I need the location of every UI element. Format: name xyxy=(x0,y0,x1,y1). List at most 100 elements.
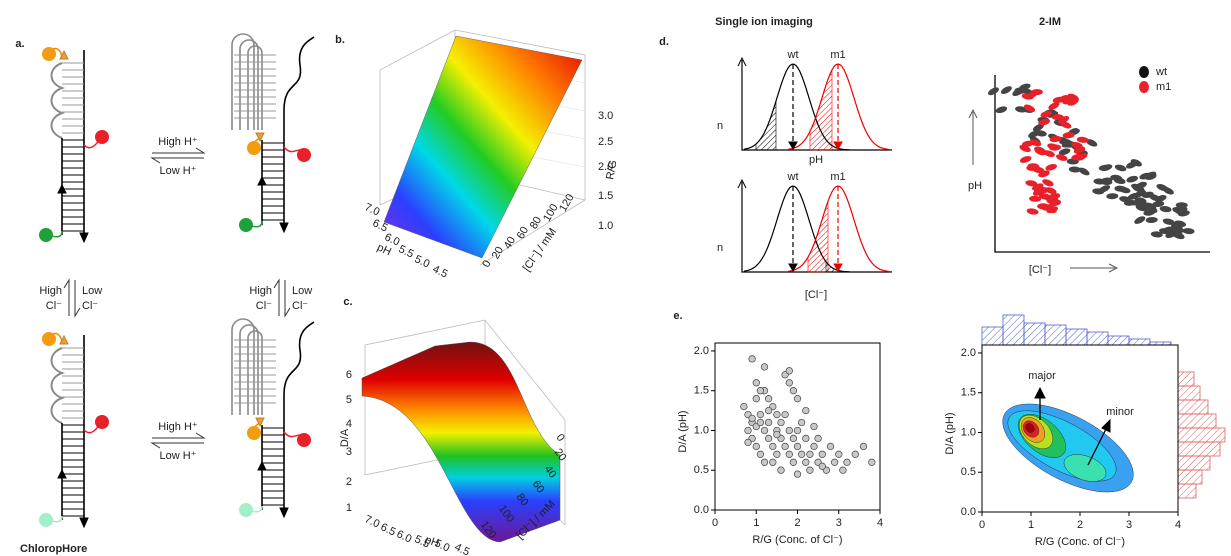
data-point xyxy=(760,426,769,435)
data-point xyxy=(764,406,773,415)
panel-label: a. xyxy=(15,38,24,50)
switch-label: Cl⁻ xyxy=(46,300,62,312)
contour-level xyxy=(1063,454,1107,482)
data-point xyxy=(785,450,793,458)
axis-title: pH xyxy=(375,242,393,259)
reference-dye xyxy=(39,513,53,527)
cell xyxy=(1126,161,1138,169)
switch-label: Low xyxy=(292,285,312,297)
annotation: major xyxy=(1028,370,1056,382)
y-tick-label: 1.5 xyxy=(694,385,709,397)
loop-strand xyxy=(50,347,65,424)
donor-dye xyxy=(42,332,56,346)
data-point xyxy=(818,450,826,458)
x-tick-label: 3 xyxy=(836,517,842,529)
y-tick-label: 1.0 xyxy=(961,426,976,438)
data-point xyxy=(793,442,802,451)
i-motif-loop xyxy=(239,324,259,415)
data-point xyxy=(744,426,752,435)
panel-label: c. xyxy=(343,296,352,308)
y-tick-label: 0.0 xyxy=(694,504,709,516)
data-point xyxy=(756,410,765,419)
cell xyxy=(1038,193,1051,200)
cell xyxy=(1015,106,1027,113)
x-tick-label: 6.0 xyxy=(383,231,402,248)
acceptor-dye xyxy=(95,415,109,429)
data-point xyxy=(764,418,773,427)
histogram-bar xyxy=(1065,328,1088,346)
axis-title: R/G (Conc. of Cl⁻) xyxy=(752,534,842,546)
z-tick-label: 6 xyxy=(346,369,352,381)
data-point xyxy=(789,387,798,395)
data-point xyxy=(777,418,785,427)
z-tick-label: 5 xyxy=(346,394,352,406)
switch-label: Cl⁻ xyxy=(292,300,308,312)
cell xyxy=(1182,228,1195,235)
contour-level xyxy=(1025,423,1035,433)
peak-arrow xyxy=(833,263,843,273)
data-point xyxy=(802,406,810,415)
data-point xyxy=(785,367,793,375)
arrow xyxy=(74,280,81,318)
donor-dye xyxy=(247,426,261,440)
x-tick-label: 2 xyxy=(794,517,800,529)
axis-title: pH xyxy=(423,534,440,550)
annotation: minor xyxy=(1106,406,1134,418)
cell xyxy=(1058,116,1070,124)
y-tick-label: 20 xyxy=(552,446,569,463)
data-point xyxy=(748,414,756,423)
histogram-bar xyxy=(1177,385,1201,401)
quencher xyxy=(59,334,69,345)
cell xyxy=(1126,175,1139,183)
x-tick-label: 4 xyxy=(877,517,883,529)
axis-arrow xyxy=(737,56,747,67)
data-point xyxy=(764,395,773,403)
data-point xyxy=(802,458,810,466)
cell xyxy=(1060,121,1072,129)
axis-arrow xyxy=(737,178,747,189)
switch-label: Cl⁻ xyxy=(256,300,272,312)
z-tick-label: 2.5 xyxy=(598,136,613,148)
y-tick-label: 60 xyxy=(515,225,532,242)
peak-arrow xyxy=(833,141,843,151)
data-point xyxy=(777,466,785,474)
cell xyxy=(1045,163,1058,171)
donor-dye xyxy=(247,141,261,155)
data-point xyxy=(797,450,806,458)
data-point xyxy=(839,466,847,474)
z-tick-label: 4 xyxy=(346,418,352,430)
data-point xyxy=(760,458,769,466)
histogram-bar xyxy=(1128,338,1151,346)
acceptor-dye xyxy=(95,130,109,144)
cell xyxy=(1093,178,1106,185)
data-point xyxy=(789,434,798,443)
axis-title: D/A (pH) xyxy=(944,412,956,454)
cell xyxy=(1047,143,1059,150)
histogram-bar xyxy=(1177,399,1209,415)
data-point xyxy=(781,410,789,419)
legend-swatch xyxy=(1139,81,1149,93)
section-title: 2-IM xyxy=(1039,16,1061,28)
cell xyxy=(1134,189,1146,198)
histogram-bar xyxy=(1177,441,1221,457)
cell xyxy=(1025,180,1038,187)
data-point xyxy=(830,458,839,466)
histogram-bar xyxy=(1044,324,1067,346)
axis-title: pH xyxy=(809,154,823,166)
x-tick-label: 4 xyxy=(1175,519,1181,531)
cell xyxy=(1019,156,1032,163)
cell xyxy=(1040,110,1053,118)
panel-label: b. xyxy=(335,34,345,46)
data-point xyxy=(826,442,835,451)
x-tick-label: 5.0 xyxy=(433,537,452,554)
arrow xyxy=(152,147,206,154)
axis-title: pH xyxy=(968,180,982,192)
cell xyxy=(1014,87,1027,94)
data-point xyxy=(756,418,765,427)
surface xyxy=(361,341,561,543)
cell xyxy=(1032,166,1045,174)
data-point xyxy=(802,434,810,443)
histogram-bar xyxy=(1177,371,1195,387)
cell xyxy=(995,106,1008,114)
